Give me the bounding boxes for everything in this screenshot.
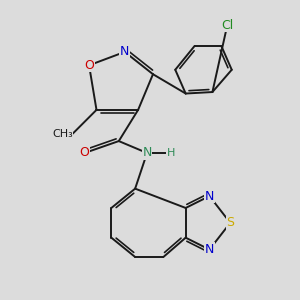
Text: N: N — [205, 190, 214, 202]
Text: O: O — [80, 146, 89, 160]
Text: N: N — [120, 45, 129, 58]
Text: N: N — [142, 146, 152, 160]
Text: O: O — [84, 59, 94, 72]
Text: H: H — [167, 148, 175, 158]
Text: S: S — [226, 216, 234, 229]
Text: Cl: Cl — [221, 19, 233, 32]
Text: N: N — [205, 243, 214, 256]
Text: CH₃: CH₃ — [52, 129, 73, 139]
